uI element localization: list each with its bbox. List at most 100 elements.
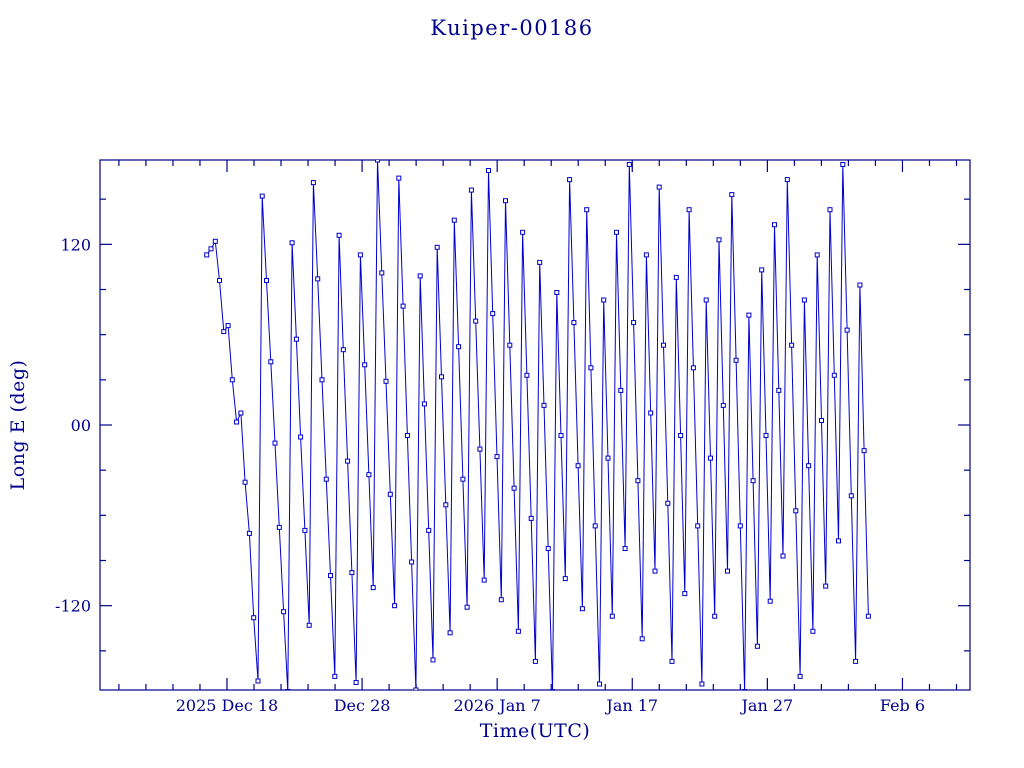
data-point-marker bbox=[661, 342, 666, 348]
data-point-marker bbox=[490, 311, 496, 317]
data-point-marker bbox=[340, 347, 346, 353]
data-point-marker bbox=[840, 162, 846, 167]
data-point-marker bbox=[272, 440, 278, 446]
data-point-marker bbox=[708, 455, 713, 461]
data-point-marker bbox=[387, 491, 393, 497]
data-point-marker bbox=[302, 527, 308, 533]
data-point-marker bbox=[285, 689, 291, 690]
data-point-marker bbox=[460, 476, 466, 482]
data-point-marker bbox=[609, 613, 615, 619]
data-series bbox=[204, 160, 871, 690]
data-point-marker bbox=[537, 259, 543, 265]
data-point-marker bbox=[622, 546, 628, 551]
data-point-marker bbox=[801, 297, 807, 303]
data-point-marker bbox=[806, 463, 812, 469]
data-point-marker bbox=[567, 177, 573, 183]
data-point-marker bbox=[319, 377, 325, 383]
data-point-marker bbox=[597, 681, 602, 687]
x-tick-label: Jan 17 bbox=[604, 696, 658, 715]
data-point-markers bbox=[204, 160, 871, 690]
data-point-marker bbox=[473, 318, 479, 324]
data-point-marker bbox=[234, 419, 240, 425]
data-point-marker bbox=[357, 252, 363, 258]
data-point-marker bbox=[298, 434, 304, 440]
data-point-marker bbox=[276, 524, 282, 530]
data-point-marker bbox=[558, 433, 564, 438]
data-point-marker bbox=[754, 643, 760, 649]
data-point-marker bbox=[481, 577, 487, 583]
data-point-marker bbox=[831, 372, 837, 378]
data-point-marker bbox=[767, 598, 773, 604]
data-point-marker bbox=[750, 478, 756, 484]
data-point-marker bbox=[720, 402, 726, 408]
data-point-marker bbox=[392, 603, 398, 609]
data-point-marker bbox=[780, 553, 786, 559]
data-point-marker bbox=[648, 410, 654, 416]
data-point-marker bbox=[562, 576, 568, 582]
data-point-marker bbox=[827, 207, 833, 213]
data-point-marker bbox=[652, 568, 658, 574]
data-point-marker bbox=[417, 273, 423, 279]
data-point-marker bbox=[631, 320, 637, 326]
data-point-marker bbox=[789, 342, 795, 348]
data-point-marker bbox=[588, 365, 594, 371]
axis-ticks bbox=[100, 160, 970, 690]
data-point-marker bbox=[439, 374, 444, 380]
data-point-marker bbox=[464, 604, 470, 610]
data-point-marker bbox=[592, 523, 598, 529]
data-point-marker bbox=[396, 175, 402, 181]
data-point-marker bbox=[477, 446, 483, 452]
data-point-marker bbox=[443, 502, 449, 508]
data-point-marker bbox=[486, 168, 491, 173]
data-point-marker bbox=[656, 184, 662, 190]
y-tick-label: 120 bbox=[60, 235, 91, 254]
data-point-marker bbox=[404, 433, 410, 438]
data-point-marker bbox=[447, 630, 453, 636]
y-tick-label: 00 bbox=[71, 416, 91, 435]
data-point-marker bbox=[306, 622, 312, 628]
data-point-marker bbox=[430, 657, 436, 663]
data-point-marker bbox=[639, 636, 645, 642]
data-point-marker bbox=[853, 658, 859, 664]
x-tick-label: Feb 6 bbox=[880, 696, 925, 715]
data-point-marker bbox=[643, 252, 649, 258]
data-point-marker bbox=[528, 515, 534, 521]
data-point-marker bbox=[746, 312, 752, 318]
data-point-marker bbox=[212, 238, 218, 244]
data-point-marker bbox=[823, 583, 829, 589]
data-point-marker bbox=[375, 160, 380, 163]
data-point-marker bbox=[229, 377, 235, 383]
data-point-marker bbox=[626, 162, 632, 167]
data-point-marker bbox=[763, 433, 769, 438]
data-point-marker bbox=[635, 478, 641, 484]
data-point-marker bbox=[503, 198, 508, 204]
data-point-marker bbox=[221, 329, 227, 335]
data-point-marker bbox=[255, 678, 261, 684]
data-point-marker bbox=[208, 246, 214, 252]
data-point-marker bbox=[665, 500, 671, 506]
data-point-marker bbox=[507, 342, 513, 348]
data-point-marker bbox=[742, 689, 748, 690]
data-point-marker bbox=[541, 402, 547, 408]
data-point-marker bbox=[686, 207, 692, 213]
data-point-marker bbox=[345, 458, 351, 464]
data-point-marker bbox=[383, 378, 389, 384]
data-point-marker bbox=[293, 336, 299, 342]
data-point-marker bbox=[451, 217, 457, 223]
data-point-marker bbox=[712, 613, 718, 619]
data-point-marker bbox=[605, 455, 611, 461]
data-point-marker bbox=[554, 290, 560, 295]
data-point-marker bbox=[366, 472, 372, 478]
data-series-line bbox=[206, 160, 869, 690]
data-point-marker bbox=[310, 180, 316, 186]
data-point-marker bbox=[315, 276, 321, 282]
data-point-marker bbox=[725, 568, 730, 574]
x-tick-label: Dec 28 bbox=[334, 696, 391, 715]
data-point-marker bbox=[268, 359, 274, 365]
tick-labels: 2025 Dec 18 Dec 28 2026 Jan 7 Jan 17 Jan 27 F… bbox=[55, 235, 925, 715]
data-point-marker bbox=[737, 523, 743, 529]
data-point-marker bbox=[498, 597, 504, 603]
data-point-marker bbox=[456, 344, 462, 350]
data-point-marker bbox=[426, 527, 432, 533]
